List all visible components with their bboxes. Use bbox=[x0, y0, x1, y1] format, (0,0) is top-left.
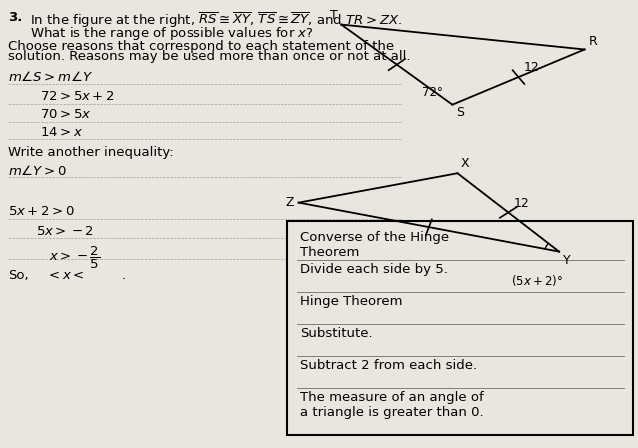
Text: X: X bbox=[461, 157, 470, 170]
Text: S: S bbox=[456, 107, 464, 120]
Text: Converse of the Hinge
Theorem: Converse of the Hinge Theorem bbox=[300, 231, 449, 259]
Text: $< x <$: $< x <$ bbox=[46, 269, 84, 282]
Text: So,: So, bbox=[8, 269, 28, 282]
Text: Y: Y bbox=[563, 254, 570, 267]
Text: 12: 12 bbox=[524, 60, 539, 73]
Text: solution. Reasons may be used more than once or not at all.: solution. Reasons may be used more than … bbox=[8, 50, 410, 63]
Text: .: . bbox=[122, 269, 126, 282]
Text: T: T bbox=[330, 9, 338, 22]
Text: $72 > 5x + 2$: $72 > 5x + 2$ bbox=[40, 90, 114, 103]
Text: $70 > 5x$: $70 > 5x$ bbox=[40, 108, 91, 121]
Text: What is the range of possible values for $x$?: What is the range of possible values for… bbox=[30, 25, 313, 42]
Text: $5x + 2 > 0$: $5x + 2 > 0$ bbox=[8, 205, 75, 218]
Text: $(5x + 2)°$: $(5x + 2)°$ bbox=[512, 273, 564, 288]
Text: Substitute.: Substitute. bbox=[300, 327, 373, 340]
Text: $x > -\dfrac{2}{5}$: $x > -\dfrac{2}{5}$ bbox=[49, 246, 100, 271]
Text: Subtract 2 from each side.: Subtract 2 from each side. bbox=[300, 359, 477, 372]
Text: Divide each side by 5.: Divide each side by 5. bbox=[300, 263, 448, 276]
Text: $14 > x$: $14 > x$ bbox=[40, 126, 82, 139]
Text: $5x > -2$: $5x > -2$ bbox=[36, 225, 94, 238]
Text: The measure of an angle of
a triangle is greater than 0.: The measure of an angle of a triangle is… bbox=[300, 392, 484, 419]
Text: Choose reasons that correspond to each statement of the: Choose reasons that correspond to each s… bbox=[8, 40, 394, 53]
Text: Hinge Theorem: Hinge Theorem bbox=[300, 295, 403, 308]
Text: 3.: 3. bbox=[8, 11, 22, 24]
Text: $m\angle Y > 0$: $m\angle Y > 0$ bbox=[8, 164, 66, 178]
Text: R: R bbox=[588, 34, 597, 47]
Text: $m\angle S > m\angle Y$: $m\angle S > m\angle Y$ bbox=[8, 70, 93, 84]
Text: In the figure at the right, $\overline{RS} \cong \overline{XY}$, $\overline{TS} : In the figure at the right, $\overline{R… bbox=[30, 11, 402, 30]
FancyBboxPatch shape bbox=[287, 221, 634, 435]
Text: Z: Z bbox=[285, 196, 293, 209]
Text: 72°: 72° bbox=[422, 86, 443, 99]
Text: 12: 12 bbox=[514, 197, 529, 210]
Text: Write another inequality:: Write another inequality: bbox=[8, 146, 174, 159]
